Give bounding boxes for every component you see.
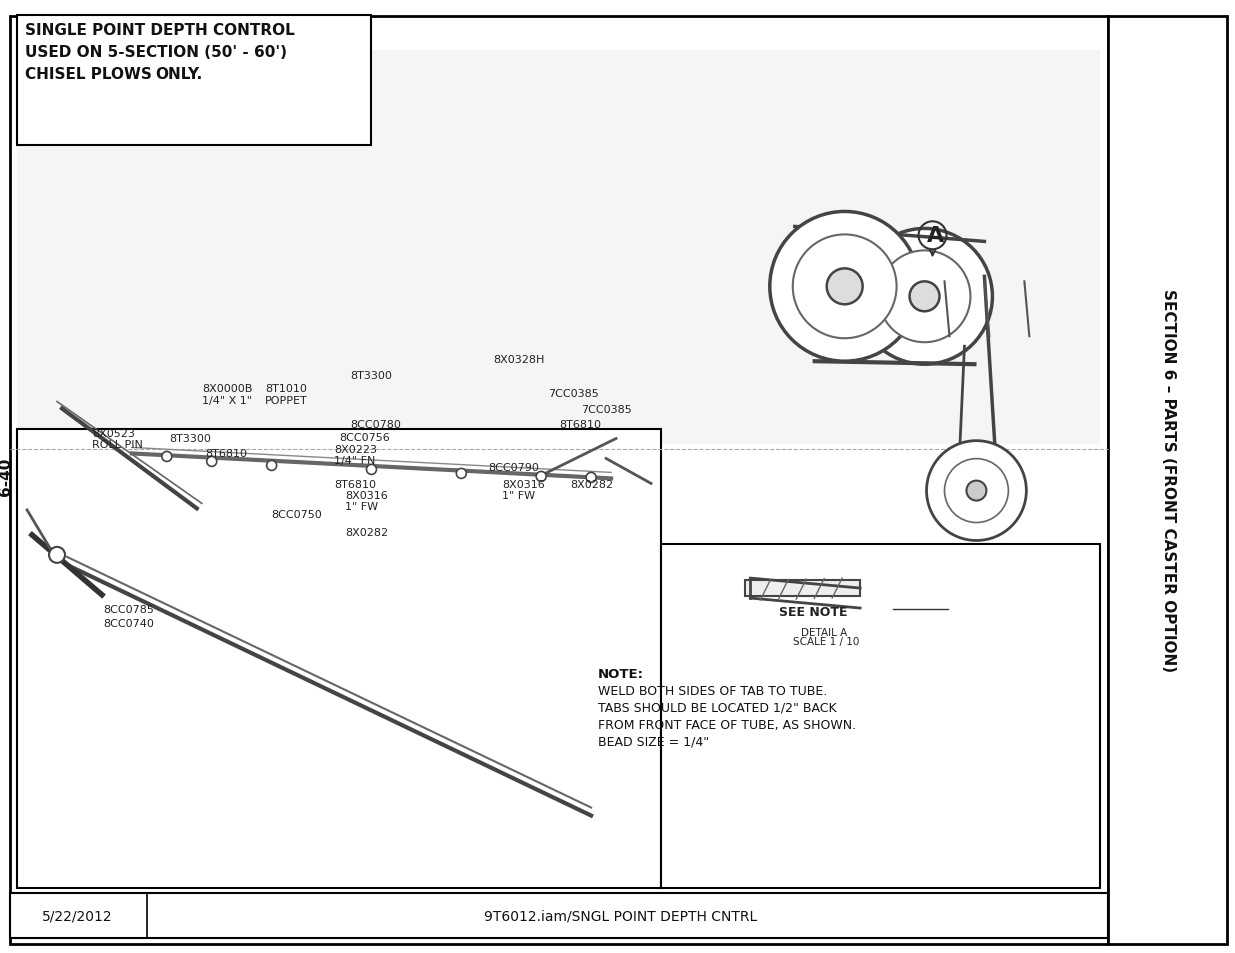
Text: SCALE 1 / 10: SCALE 1 / 10 bbox=[793, 637, 860, 646]
Circle shape bbox=[909, 282, 940, 312]
Text: 1" FW: 1" FW bbox=[503, 491, 535, 500]
Text: 8T3300: 8T3300 bbox=[169, 434, 211, 443]
Text: 7CC0385: 7CC0385 bbox=[548, 389, 599, 398]
Text: FROM FRONT FACE OF TUBE, AS SHOWN.: FROM FRONT FACE OF TUBE, AS SHOWN. bbox=[598, 719, 856, 731]
Bar bbox=[17, 16, 372, 146]
Bar bbox=[10, 893, 1108, 938]
Text: 8X0328H: 8X0328H bbox=[493, 355, 545, 364]
Text: 8T1010: 8T1010 bbox=[264, 384, 306, 394]
Circle shape bbox=[967, 481, 987, 501]
Text: BEAD SIZE = 1/4": BEAD SIZE = 1/4" bbox=[598, 735, 709, 748]
Text: WELD BOTH SIDES OF TAB TO TUBE.: WELD BOTH SIDES OF TAB TO TUBE. bbox=[598, 684, 827, 698]
Text: CHISEL PLOWS: CHISEL PLOWS bbox=[25, 67, 157, 82]
Text: 8CC0790: 8CC0790 bbox=[488, 463, 538, 473]
Text: SINGLE POINT DEPTH CONTROL: SINGLE POINT DEPTH CONTROL bbox=[25, 23, 295, 38]
Text: NOTE:: NOTE: bbox=[598, 667, 643, 680]
Text: 8X0316: 8X0316 bbox=[345, 491, 388, 500]
Text: USED ON 5-SECTION (50' - 60'): USED ON 5-SECTION (50' - 60') bbox=[25, 45, 287, 60]
Text: 1/4" X 1": 1/4" X 1" bbox=[203, 395, 252, 405]
Text: SECTION 6 – PARTS (FRONT CASTER OPTION): SECTION 6 – PARTS (FRONT CASTER OPTION) bbox=[1161, 289, 1176, 672]
Text: DETAIL A: DETAIL A bbox=[800, 627, 847, 637]
Bar bbox=[10, 17, 1108, 944]
Text: A: A bbox=[927, 226, 945, 246]
Circle shape bbox=[587, 473, 597, 483]
Circle shape bbox=[367, 465, 377, 475]
Text: 8T6810: 8T6810 bbox=[559, 419, 601, 429]
Text: 8T3300: 8T3300 bbox=[351, 370, 393, 380]
Circle shape bbox=[945, 459, 1009, 523]
Text: 8X0000B: 8X0000B bbox=[203, 384, 253, 394]
Circle shape bbox=[769, 213, 920, 362]
Text: ONLY.: ONLY. bbox=[154, 67, 203, 82]
Text: 8X0282: 8X0282 bbox=[345, 528, 388, 537]
Text: ROLL PIN: ROLL PIN bbox=[93, 439, 143, 450]
Circle shape bbox=[826, 269, 862, 305]
Text: POPPET: POPPET bbox=[264, 395, 308, 405]
Text: 8X0523: 8X0523 bbox=[93, 429, 136, 438]
Text: 8T6810: 8T6810 bbox=[205, 449, 247, 459]
Circle shape bbox=[878, 252, 971, 343]
Text: 8T6810: 8T6810 bbox=[333, 479, 375, 490]
Text: 8X0223: 8X0223 bbox=[333, 444, 377, 455]
Circle shape bbox=[793, 235, 897, 339]
Circle shape bbox=[49, 547, 65, 563]
Circle shape bbox=[162, 452, 172, 462]
Bar bbox=[661, 544, 1100, 888]
Circle shape bbox=[536, 472, 546, 482]
Bar bbox=[17, 51, 1100, 445]
Text: 1" FW: 1" FW bbox=[345, 502, 378, 512]
Text: 5/22/2012: 5/22/2012 bbox=[42, 909, 112, 923]
Text: 8X0316: 8X0316 bbox=[503, 479, 545, 490]
Circle shape bbox=[206, 456, 216, 467]
Text: 8CC0780: 8CC0780 bbox=[351, 419, 401, 429]
Text: 8CC0740: 8CC0740 bbox=[104, 618, 154, 629]
Bar bbox=[17, 430, 661, 888]
Text: 1/4" FN: 1/4" FN bbox=[333, 456, 375, 465]
Text: 9T6012.iam/SNGL POINT DEPTH CNTRL: 9T6012.iam/SNGL POINT DEPTH CNTRL bbox=[484, 909, 757, 923]
Circle shape bbox=[456, 469, 467, 479]
Bar bbox=[1108, 17, 1228, 944]
Text: 8CC0756: 8CC0756 bbox=[340, 433, 390, 442]
Bar bbox=[746, 580, 860, 597]
Text: 8X0282: 8X0282 bbox=[571, 479, 614, 490]
Text: SEE NOTE: SEE NOTE bbox=[779, 605, 847, 618]
Text: 7CC0385: 7CC0385 bbox=[582, 404, 632, 415]
Circle shape bbox=[857, 229, 993, 365]
Circle shape bbox=[926, 441, 1026, 541]
Text: 8CC0750: 8CC0750 bbox=[272, 509, 322, 519]
Text: TABS SHOULD BE LOCATED 1/2" BACK: TABS SHOULD BE LOCATED 1/2" BACK bbox=[598, 701, 836, 714]
Text: 8CC0785: 8CC0785 bbox=[104, 605, 154, 615]
Circle shape bbox=[267, 461, 277, 471]
Text: 6-40: 6-40 bbox=[0, 457, 12, 496]
